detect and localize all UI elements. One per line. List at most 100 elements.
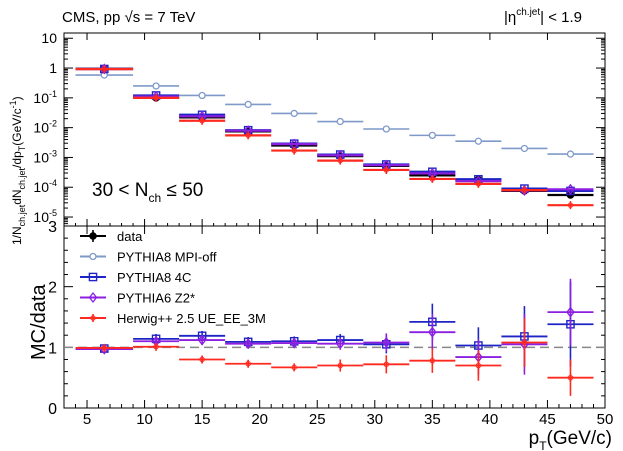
ratio-panel-frame [63, 225, 606, 409]
ylabel-s3: T [17, 145, 27, 151]
ylabel-s2: ch.jet [17, 167, 27, 189]
top-point-ring [475, 181, 482, 187]
ratio-point [289, 337, 299, 349]
legend-label: PYTHIA8 MPI-off [117, 250, 217, 265]
ratio-point [336, 361, 345, 370]
top-point [520, 144, 529, 153]
ratio-point [243, 338, 253, 350]
top-point-ring [101, 66, 107, 72]
top-y-tick-label: 10 [41, 30, 57, 46]
ratio-point-ring [337, 362, 343, 369]
top-y-tick-label: 10-2 [33, 119, 57, 136]
legend-marker [89, 232, 97, 240]
tick-base: 10 [33, 90, 49, 106]
multiplicity-annotation: 30 < Nch ≤ 50 [92, 180, 203, 205]
ylabel-t2: dN [10, 189, 24, 204]
ratio-point-ring [475, 362, 482, 369]
legend-marker [88, 291, 98, 304]
ratio-point [474, 361, 483, 370]
top-panel-marks [75, 63, 594, 210]
top-point-ring [383, 167, 389, 173]
x-tick-label: 25 [309, 411, 326, 428]
ratio-point [197, 334, 207, 346]
xlabel-sub: T [539, 439, 547, 451]
title-right-eta: |η [504, 9, 516, 26]
top-point [566, 183, 575, 195]
ratio-point-ring [101, 345, 107, 351]
ylabel-t3: /dp [10, 151, 24, 168]
annotation-sub: ch [149, 191, 162, 205]
title-right-sup: ch.jet [516, 7, 540, 18]
ratio-panel-marks [75, 278, 594, 396]
ratio-point-ring [429, 357, 436, 364]
top-y-tick-label: 10-5 [33, 208, 57, 225]
legend-marker [89, 252, 97, 261]
x-tick-label: 5 [83, 411, 91, 428]
top-y-tick-label: 1 [49, 60, 57, 76]
ylabel-t1: 1/N [10, 226, 24, 245]
top-point-ring [567, 202, 574, 208]
top-point-ring [153, 95, 159, 101]
top-point [244, 100, 252, 109]
annotation-lead: 30 < N [92, 180, 149, 201]
top-panel-ticks [64, 33, 606, 226]
tick-exponent: -3 [49, 148, 57, 158]
legend-marker [88, 272, 98, 282]
top-point-ring [429, 176, 436, 182]
top-point-ring [291, 147, 297, 154]
ratio-point-ring [521, 339, 528, 346]
ratio-point-ring [383, 361, 389, 368]
top-point [428, 131, 436, 140]
ratio-point [152, 342, 161, 351]
ratio-y-axis-label: MC/data [28, 284, 50, 360]
top-point [198, 91, 206, 100]
ratio-point [198, 355, 207, 364]
x-tick-label: 40 [482, 411, 499, 428]
ratio-point-ring [291, 364, 297, 371]
xlabel-lead: p [529, 428, 540, 449]
top-point [566, 150, 575, 158]
ratio-point-ring [245, 361, 251, 367]
x-tick-labels: 5 10 15 20 25 30 35 40 45 50 [83, 411, 613, 428]
chart-title-right: |ηch.jet| < 1.9 [504, 7, 582, 26]
top-point [99, 63, 109, 75]
tick-exponent: -2 [49, 119, 57, 129]
ratio-panel-y-tick-labels: 0 1 2 3 [48, 219, 57, 418]
ratio-point-ring [567, 374, 574, 381]
top-point-ring [199, 118, 205, 124]
chart-title-left: CMS, pp √s = 7 TeV [62, 9, 195, 26]
title-right-rest: | < 1.9 [540, 9, 582, 26]
legend: data PYTHIA8 MPI-off PYTHIA8 4C PYTHIA6 Z2*… [80, 229, 266, 326]
x-tick-label: 20 [251, 411, 268, 428]
ratio-y-tick-label: 0 [48, 401, 57, 418]
ratio-y-tick-label: 3 [48, 219, 57, 236]
ratio-point [381, 336, 391, 349]
tick-base: 10 [33, 120, 49, 136]
ylabel-s1: ch.jet [17, 204, 27, 226]
x-tick-label: 50 [597, 411, 614, 428]
legend-marker [89, 314, 97, 322]
annotation-tail: ≤ 50 [161, 180, 203, 201]
ratio-panel-ticks [64, 225, 606, 409]
ratio-y-tick-label: 1 [48, 340, 57, 357]
ratio-point [566, 306, 575, 318]
xlabel-tail: (GeV/c) [547, 428, 612, 449]
legend-label: PYTHIA6 Z2* [117, 291, 195, 306]
legend-label: data [117, 229, 143, 244]
top-point [152, 82, 160, 90]
x-tick-label: 35 [424, 411, 441, 428]
top-point-ring [337, 157, 343, 164]
ratio-point [244, 359, 253, 368]
ylabel-t5: ) [10, 96, 24, 100]
ratio-point [566, 373, 575, 382]
top-point [336, 117, 344, 126]
top-point [566, 201, 575, 210]
ratio-point-ring [199, 356, 205, 363]
x-tick-label: 10 [136, 411, 153, 428]
top-y-axis-label: 1/Nch.jetdNch.jet/dpT(GeV/c-1) [8, 96, 27, 245]
tick-exponent: -5 [49, 208, 57, 218]
top-point-ring [245, 132, 251, 139]
top-y-tick-label: 10-1 [33, 89, 57, 106]
